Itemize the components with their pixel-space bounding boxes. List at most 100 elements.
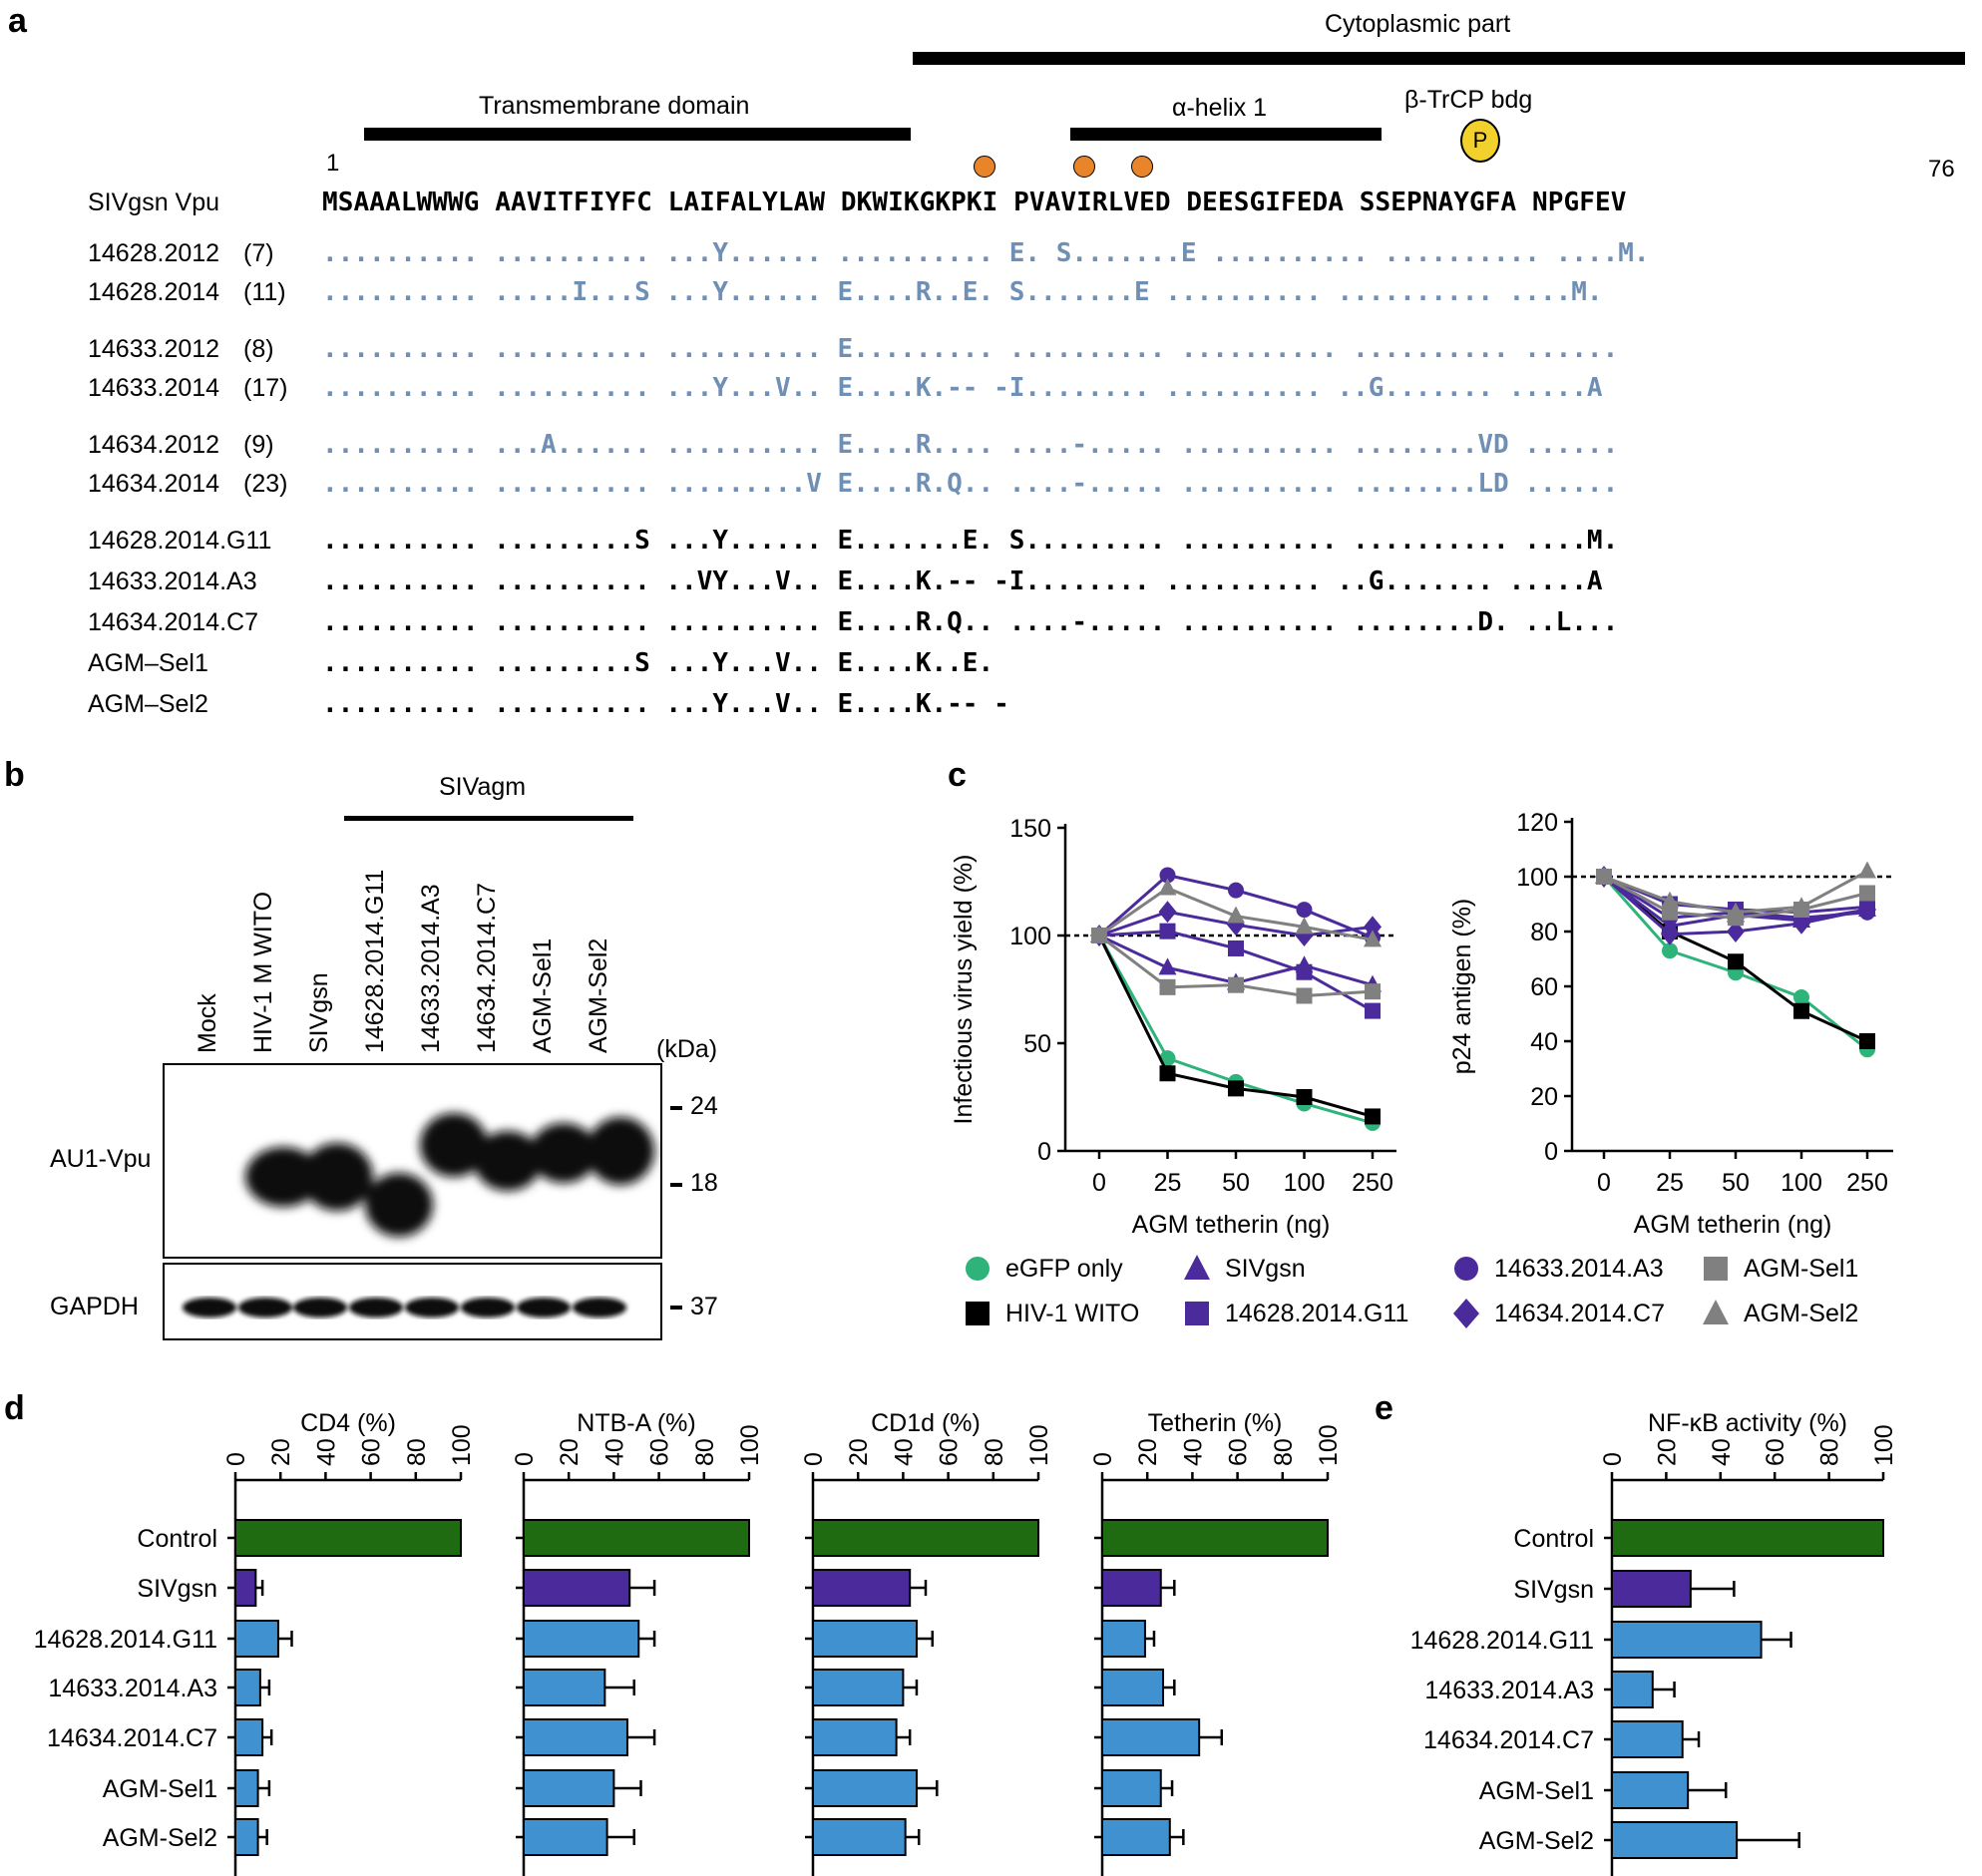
chart-legend: eGFP only HIV-1 WITO SIVgsn 14628.2014.G11 1… — [966, 1255, 1858, 1328]
diamond-marker — [1727, 921, 1745, 942]
bar — [523, 1769, 615, 1807]
seq-row-count: (9) — [243, 431, 274, 459]
triangle-marker — [1661, 891, 1679, 909]
diamond-marker — [1158, 901, 1177, 924]
x-tick-label: 60 — [646, 1438, 674, 1466]
bar — [523, 1669, 606, 1706]
x-tick-label: 80 — [691, 1438, 719, 1466]
panel-label-a: a — [8, 2, 27, 40]
band-g11 — [365, 1173, 433, 1237]
x-tick-label: 100 — [736, 1424, 764, 1466]
circle-marker — [1296, 902, 1313, 919]
seq-row-sequence: .......... .....I...S ...Y...... E....R.… — [322, 277, 1603, 307]
band-hiv1 — [245, 1147, 321, 1207]
square-marker — [1296, 1089, 1313, 1105]
square-marker — [1185, 1302, 1209, 1325]
seq-row-sequence: .......... .........S ...Y...... E......… — [322, 526, 1619, 556]
legend-label: eGFP only — [1005, 1255, 1123, 1283]
legend-label: HIV-1 WITO — [1005, 1300, 1139, 1327]
transmembrane-bar — [364, 128, 911, 141]
marker-24: 24 — [690, 1092, 718, 1120]
kda-label: (kDa) — [656, 1035, 718, 1063]
category-label: 14633.2014.A3 — [1424, 1677, 1594, 1704]
sivagm-header: SIVagm — [439, 773, 527, 801]
seq-row-name: 14634.2014 — [88, 470, 220, 498]
x-tick-label: 25 — [1656, 1169, 1684, 1197]
seq-row-name: 14633.2014.A3 — [88, 567, 257, 595]
chart-title: NTB-A (%) — [577, 1409, 695, 1437]
y-tick-label: 50 — [1023, 1030, 1051, 1058]
square-marker — [1365, 983, 1381, 1000]
lane-label: HIV-1 M WITO — [249, 891, 277, 1053]
position-end: 76 — [1928, 156, 1955, 183]
band-sel1 — [530, 1123, 597, 1183]
bar — [1611, 1570, 1692, 1608]
cd4-bar-chart: CD4 (%) 0 20 40 60 80 100 Control SIVgsn 14628.20… — [34, 1409, 476, 1876]
bar — [812, 1769, 918, 1807]
chart-title: CD1d (%) — [871, 1409, 981, 1437]
seq-row-sequence: .......... .......... ...Y...V.. E....K.… — [322, 373, 1603, 403]
square-marker — [1704, 1257, 1728, 1281]
triangle-marker — [1703, 1300, 1729, 1324]
x-tick-label: 100 — [1870, 1424, 1898, 1466]
seq-row-name: 14634.2012 — [88, 431, 220, 459]
y-tick-label: 60 — [1530, 973, 1558, 1001]
seq-row-sequence: .......... .......... .........V E....R.… — [322, 469, 1619, 499]
au1-vpu-label: AU1-Vpu — [50, 1145, 152, 1173]
bar — [1611, 1821, 1739, 1859]
y-tick-label: 120 — [1516, 809, 1558, 837]
bar — [1611, 1720, 1684, 1758]
x-tick-label: 25 — [1154, 1169, 1182, 1197]
x-tick-label: 50 — [1722, 1169, 1750, 1197]
x-tick-label: 0 — [222, 1452, 250, 1466]
lane-label: 14634.2014.C7 — [473, 883, 501, 1053]
legend-label: 14634.2014.C7 — [1494, 1300, 1665, 1327]
au1-vpu-blot — [163, 1063, 662, 1259]
bar — [812, 1669, 905, 1706]
category-label: 14628.2014.G11 — [34, 1626, 217, 1654]
x-tick-label: 0 — [511, 1452, 539, 1466]
circle-marker — [1454, 1257, 1478, 1281]
square-marker — [1159, 923, 1176, 939]
square-marker — [1859, 1033, 1875, 1049]
orange-site-icon — [974, 156, 995, 178]
transmembrane-label: Transmembrane domain — [479, 92, 750, 120]
x-tick-label: 250 — [1352, 1169, 1393, 1197]
triangle-marker — [1158, 878, 1177, 896]
circle-marker — [1159, 867, 1176, 884]
seq-row-count: (23) — [243, 470, 288, 498]
gapdh-bands — [183, 1298, 626, 1317]
x-tick-label: 0 — [1597, 1169, 1611, 1197]
cytoplasmic-bar — [913, 52, 1965, 65]
bar — [812, 1620, 918, 1658]
square-marker — [1793, 1002, 1809, 1019]
bar — [523, 1569, 631, 1607]
bar — [523, 1620, 640, 1658]
bar — [1101, 1669, 1165, 1706]
square-marker — [1159, 978, 1176, 995]
x-tick-label: 250 — [1846, 1169, 1888, 1197]
x-tick-label: 20 — [845, 1438, 873, 1466]
y-tick-label: 20 — [1530, 1083, 1558, 1111]
triangle-marker — [1364, 930, 1382, 947]
lane-label: 14633.2014.A3 — [417, 884, 445, 1053]
seq-row-name: 14633.2014 — [88, 374, 220, 402]
orange-site-icon — [1131, 156, 1153, 178]
triangle-marker — [1792, 897, 1810, 915]
category-label: AGM-Sel2 — [103, 1824, 217, 1852]
seq-row-count: (17) — [243, 374, 288, 402]
triangle-marker — [1090, 926, 1108, 942]
ref-seq-name: SIVgsn Vpu — [88, 188, 220, 216]
x-tick-label: 20 — [1134, 1438, 1162, 1466]
panel-label-e: e — [1375, 1389, 1393, 1427]
circle-marker — [1228, 882, 1244, 899]
bar — [1101, 1519, 1329, 1557]
seq-row-sequence: .......... .........S ...Y...V.. E....K.… — [322, 648, 994, 678]
bar — [812, 1818, 907, 1856]
au1-vpu-bands — [245, 1113, 654, 1237]
helix-bar — [1070, 128, 1382, 141]
square-marker — [1365, 1002, 1381, 1019]
p24-antigen-chart: 0 20 40 60 80 100 120 0 25 50 100 250 AGM tetherin (… — [1448, 809, 1893, 1239]
legend-label: 14633.2014.A3 — [1494, 1255, 1664, 1283]
seq-row-count: (11) — [243, 278, 286, 306]
